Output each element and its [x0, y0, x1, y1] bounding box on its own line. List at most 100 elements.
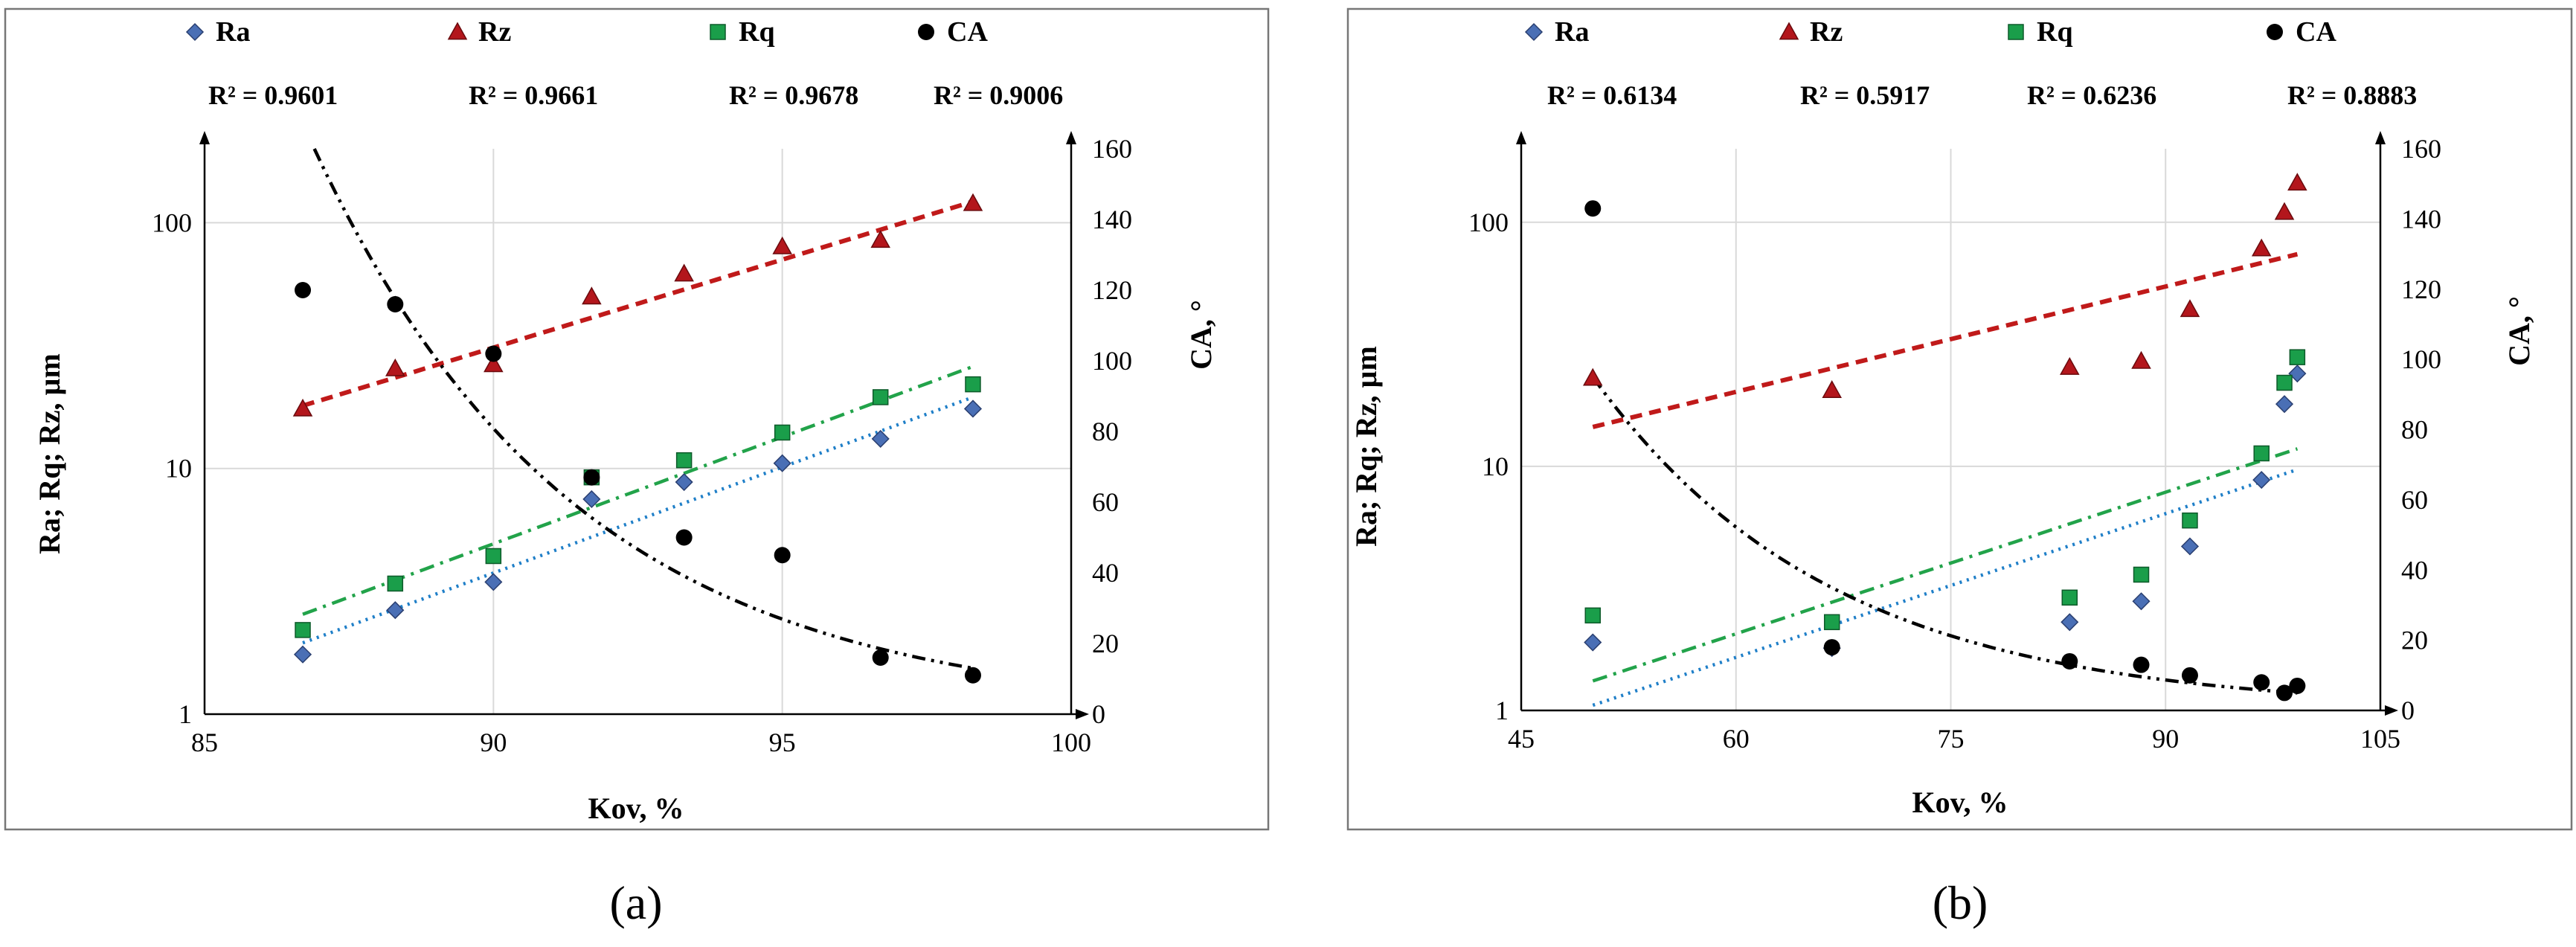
point-rz	[963, 193, 983, 211]
point-ra	[386, 601, 405, 620]
panel-label: (a)	[609, 876, 662, 929]
point-ca	[2061, 652, 2078, 670]
panel-a-frame	[4, 7, 1270, 831]
point-rq	[774, 424, 791, 441]
trendline-rq	[1592, 447, 2299, 683]
legend-marker-rq	[2008, 24, 2024, 40]
legend-label: Ra	[1555, 16, 1589, 48]
legend-marker-rz	[1779, 22, 1799, 40]
legend-marker-ra	[1524, 22, 1544, 42]
legend-marker-ra	[185, 22, 205, 42]
x-axis-arrow	[1076, 709, 1089, 719]
panel-label: (b)	[1933, 876, 1988, 929]
y-tick-label: 10	[165, 454, 192, 484]
point-ra	[2288, 365, 2307, 383]
x-axis-title: Kov, %	[588, 792, 684, 825]
point-ra	[871, 429, 890, 448]
point-ra	[1584, 633, 1602, 652]
point-ca	[2289, 677, 2306, 694]
legend-label: CA	[947, 16, 988, 48]
x-tick-label: 95	[769, 728, 796, 757]
r-squared-label: R² = 0.5917	[1800, 80, 1930, 110]
y-tick-label: 1	[179, 699, 192, 729]
trendline-ca	[312, 148, 974, 670]
y2-tick-label: 100	[2401, 344, 2441, 374]
point-ra	[484, 573, 503, 591]
y2-tick-label: 20	[1092, 629, 1119, 658]
point-rz	[2131, 350, 2151, 369]
point-rq	[2061, 589, 2078, 606]
y-axis-title: Ra; Rq; Rz, µm	[1349, 346, 1383, 547]
legend-label: Ra	[216, 16, 250, 48]
y2-tick-label: 120	[1092, 275, 1132, 305]
point-rq	[2133, 566, 2150, 583]
x-tick-label: 90	[480, 728, 507, 757]
point-ca	[2253, 674, 2270, 691]
point-ra	[2252, 471, 2271, 489]
point-ca	[1584, 200, 1602, 217]
trendline-rz	[302, 199, 974, 408]
legend-marker-ca	[918, 24, 934, 40]
point-ca	[2181, 667, 2198, 684]
y2-tick-label: 40	[2401, 555, 2428, 585]
point-ca	[295, 282, 312, 298]
point-rq	[965, 376, 981, 393]
y2-axis-arrow	[2375, 131, 2386, 144]
x-tick-label: 105	[2360, 724, 2400, 754]
point-rq	[1584, 607, 1601, 624]
y2-tick-label: 0	[1092, 699, 1105, 729]
point-ca	[964, 667, 981, 684]
point-ra	[675, 472, 693, 492]
point-ra	[2180, 537, 2200, 556]
x-axis-title: Kov, %	[1912, 786, 2008, 819]
point-ca	[485, 345, 502, 362]
point-rz	[484, 354, 504, 373]
point-rz	[2287, 173, 2307, 191]
point-rz	[2180, 299, 2200, 318]
point-rq	[1823, 614, 1840, 631]
x-tick-label: 85	[191, 728, 218, 757]
point-ca	[2276, 684, 2293, 702]
y2-tick-label: 120	[2401, 275, 2441, 304]
y2-tick-label: 80	[2401, 415, 2428, 445]
y2-tick-label: 100	[1092, 346, 1132, 376]
y-axis-title: Ra; Rq; Rz, µm	[33, 353, 66, 554]
r-squared-label: R² = 0.8883	[2287, 80, 2417, 110]
point-ca	[872, 649, 889, 666]
y-tick-label: 100	[1468, 208, 1509, 237]
point-rz	[2060, 356, 2080, 375]
x-tick-label: 45	[1508, 724, 1535, 754]
panel-b: 45 60 75 90 105 1 10 100 0 20 40 60 80 100 120 140 160 R…	[1346, 7, 2573, 929]
legend-label: CA	[2296, 16, 2336, 48]
legend-label: Rq	[739, 16, 775, 48]
point-ra	[2061, 613, 2079, 632]
r-squared-label: R² = 0.6236	[2027, 80, 2156, 110]
point-rz	[2274, 202, 2295, 220]
x-tick-label: 75	[1938, 724, 1965, 754]
y-tick-label: 1	[1495, 696, 1509, 725]
point-rz	[385, 358, 405, 376]
point-rz	[292, 398, 313, 417]
point-ca	[387, 296, 404, 312]
point-rq	[2253, 445, 2270, 462]
legend-label: Rz	[478, 16, 511, 48]
point-rq	[872, 389, 889, 405]
legend-marker-ca	[2267, 24, 2283, 40]
point-ca	[1823, 639, 1840, 656]
x-tick-label: 90	[2152, 724, 2179, 754]
legend-marker-rq	[710, 24, 726, 40]
trendline-ra	[1592, 468, 2299, 707]
trendline-rq	[302, 365, 974, 616]
r-squared-label: R² = 0.9678	[729, 80, 858, 110]
point-ca	[583, 469, 600, 486]
point-rz	[1822, 380, 1842, 398]
point-ra	[963, 399, 983, 418]
y2-tick-label: 140	[1092, 205, 1132, 234]
y2-tick-label: 20	[2401, 626, 2428, 655]
y2-tick-label: 0	[2401, 696, 2415, 725]
y-tick-label: 10	[1482, 452, 1509, 481]
panel-b-frame	[1346, 7, 2573, 831]
r-squared-label: R² = 0.9661	[469, 80, 598, 110]
point-rq	[387, 575, 404, 592]
